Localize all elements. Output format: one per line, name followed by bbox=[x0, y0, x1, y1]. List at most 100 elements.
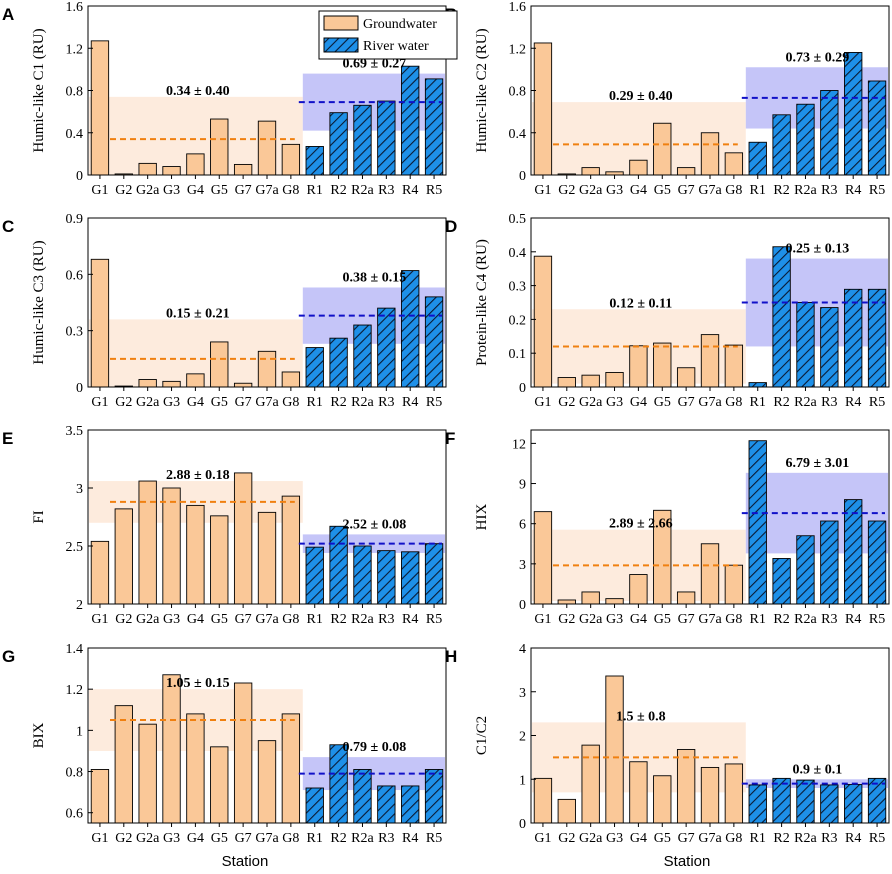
figure-canvas: 00.40.81.21.6G1 G2 G2a G3 G4 G5 G7 G7a G8 R1 R2 R2a… bbox=[0, 0, 892, 874]
y-axis-label: Humic-like C3 (RU) bbox=[31, 240, 47, 364]
x-tick-label-r1: R1 bbox=[307, 831, 323, 846]
river-bar-r2a bbox=[354, 769, 371, 823]
legend: Groundwater River water bbox=[319, 11, 457, 59]
groundwater-bar-g1 bbox=[534, 43, 551, 175]
x-tick-label-r2a: R2a bbox=[351, 183, 374, 198]
river-bar-r4 bbox=[844, 500, 861, 604]
x-tick-label-r4: R4 bbox=[845, 612, 861, 627]
river-bar-r4 bbox=[401, 786, 418, 823]
x-tick-label-r5: R5 bbox=[426, 831, 442, 846]
x-tick-label-g7a: G7a bbox=[698, 612, 722, 627]
x-tick-label-g1: G1 bbox=[91, 612, 108, 627]
x-tick-label-g7a: G7a bbox=[698, 183, 722, 198]
y-tick-label: 0 bbox=[76, 169, 83, 184]
y-tick-label: 4 bbox=[519, 642, 526, 657]
x-tick-label-r2: R2 bbox=[773, 831, 789, 846]
groundwater-bar-g4 bbox=[187, 374, 204, 387]
panel-e: 2 2.5 3 3.5 G1 G2 G2a G3 G4 G5 G7 G7a G8 R1 R2 R2a R3 R4 R… bbox=[2, 424, 446, 627]
x-tick-label-g4: G4 bbox=[630, 183, 647, 198]
y-tick-label: 0.9 bbox=[66, 212, 84, 227]
y-tick-label: 0.8 bbox=[66, 85, 84, 100]
y-tick-label: 0 bbox=[519, 598, 526, 613]
y-axis-label: HIX bbox=[474, 504, 490, 531]
x-tick-label-r5: R5 bbox=[426, 612, 442, 627]
river-bar-r3 bbox=[821, 521, 838, 604]
groundwater-mean-annotation: 0.34 ± 0.40 bbox=[166, 84, 230, 99]
river-mean-annotation: 0.73 ± 0.29 bbox=[786, 50, 850, 65]
groundwater-bar-g8 bbox=[725, 565, 742, 604]
x-tick-label-r2: R2 bbox=[773, 183, 789, 198]
groundwater-bar-g2 bbox=[115, 706, 132, 823]
panel-b: 00.40.81.21.6G1 G2 G2a G3 G4 G5 G7 G7a G8 R1 R2 R2a… bbox=[445, 0, 889, 198]
y-tick-label: 0.4 bbox=[66, 127, 84, 142]
groundwater-mean-annotation: 2.89 ± 2.66 bbox=[609, 517, 673, 532]
groundwater-bar-g2a bbox=[139, 379, 156, 387]
groundwater-bar-g7 bbox=[677, 750, 694, 824]
x-tick-label-r1: R1 bbox=[750, 612, 766, 627]
x-tick-label-r5: R5 bbox=[869, 395, 885, 410]
groundwater-bar-g8 bbox=[282, 372, 299, 387]
y-tick-label: 0.3 bbox=[66, 325, 84, 340]
groundwater-bar-g1 bbox=[91, 41, 108, 175]
river-bar-r1 bbox=[749, 383, 766, 387]
x-tick-label-r5: R5 bbox=[869, 612, 885, 627]
x-tick-label-g5: G5 bbox=[211, 831, 228, 846]
x-tick-label-r5: R5 bbox=[869, 831, 885, 846]
groundwater-bar-g3 bbox=[163, 675, 180, 823]
x-tick-label-g2a: G2a bbox=[579, 395, 603, 410]
groundwater-bar-g5 bbox=[654, 123, 671, 175]
x-tick-label-g5: G5 bbox=[654, 395, 671, 410]
x-tick-label-r3: R3 bbox=[821, 612, 837, 627]
river-mean-annotation: 2.52 ± 0.08 bbox=[343, 517, 407, 532]
groundwater-bar-g5 bbox=[211, 516, 228, 604]
x-tick-label-g1: G1 bbox=[91, 183, 108, 198]
x-tick-label-g3: G3 bbox=[606, 183, 623, 198]
river-mean-annotation: 6.79 ± 3.01 bbox=[786, 456, 850, 471]
groundwater-bar-g2a bbox=[582, 375, 599, 387]
river-bar-r1 bbox=[306, 788, 323, 823]
x-tick-label-g7a: G7a bbox=[255, 183, 279, 198]
x-tick-label-r2a: R2a bbox=[794, 395, 817, 410]
panel-g: 0.60.811.21.4G1 G2 G2a G3 G4 G5 G7 G7a G8 R1 R2 R2a… bbox=[2, 642, 446, 846]
groundwater-bar-g5 bbox=[654, 776, 671, 823]
river-bar-r3 bbox=[821, 91, 838, 176]
y-tick-label: 0 bbox=[519, 381, 526, 396]
x-tick-label-r2: R2 bbox=[773, 395, 789, 410]
y-tick-label: 0.5 bbox=[509, 212, 527, 227]
groundwater-bar-g3 bbox=[606, 372, 623, 387]
x-tick-label-r4: R4 bbox=[402, 612, 418, 627]
y-tick-label: 3 bbox=[519, 686, 526, 701]
river-bar-r3 bbox=[378, 308, 395, 387]
river-bar-r5 bbox=[425, 769, 442, 823]
river-bar-r1 bbox=[749, 785, 766, 823]
river-bar-r2a bbox=[797, 303, 814, 388]
y-tick-label: 0.6 bbox=[66, 807, 84, 822]
x-tick-label-g4: G4 bbox=[187, 183, 204, 198]
x-tick-label-g3: G3 bbox=[163, 395, 180, 410]
x-tick-label-r4: R4 bbox=[402, 395, 418, 410]
y-tick-label: 0 bbox=[519, 169, 526, 184]
panel-letter: H bbox=[445, 647, 457, 666]
groundwater-bar-g4 bbox=[630, 346, 647, 387]
groundwater-bar-g1 bbox=[91, 541, 108, 604]
x-tick-label-g8: G8 bbox=[282, 831, 299, 846]
x-tick-label-r1: R1 bbox=[750, 831, 766, 846]
groundwater-bar-g2a bbox=[582, 592, 599, 604]
x-tick-label-g8: G8 bbox=[725, 183, 742, 198]
groundwater-bar-g7a bbox=[258, 351, 275, 387]
x-tick-label-r2a: R2a bbox=[351, 395, 374, 410]
x-tick-label-g7a: G7a bbox=[255, 612, 279, 627]
groundwater-bar-g2 bbox=[558, 799, 575, 823]
groundwater-bar-g1 bbox=[534, 778, 551, 823]
x-tick-label-g7: G7 bbox=[678, 831, 695, 846]
groundwater-bar-g8 bbox=[725, 345, 742, 387]
river-bar-r2a bbox=[354, 105, 371, 175]
x-tick-label-g7: G7 bbox=[235, 612, 252, 627]
x-tick-label-r1: R1 bbox=[750, 183, 766, 198]
groundwater-bar-g1 bbox=[534, 256, 551, 387]
x-tick-label-r2a: R2a bbox=[794, 831, 817, 846]
panel-letter: C bbox=[2, 217, 14, 236]
river-bar-r5 bbox=[425, 297, 442, 387]
y-tick-label: 9 bbox=[519, 478, 526, 493]
panel-letter: G bbox=[2, 647, 15, 666]
